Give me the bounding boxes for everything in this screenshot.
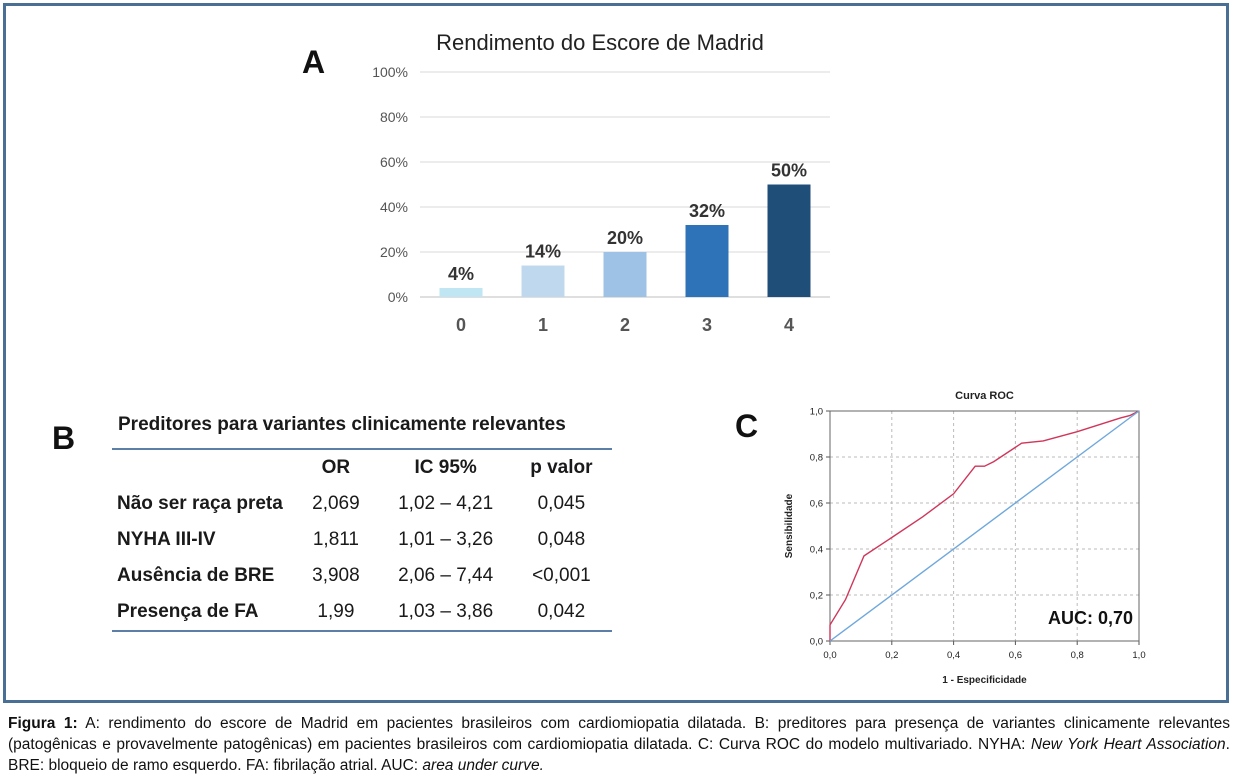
row-or: 2,069: [312, 493, 360, 514]
row-p: 0,048: [537, 529, 586, 550]
data-label: 20%: [607, 228, 643, 248]
y-tick-label: 0,2: [810, 591, 823, 602]
bar-chart-title: Rendimento do Escore de Madrid: [436, 30, 764, 55]
x-tick-label: 0,6: [1009, 650, 1022, 661]
x-tick-label: 1,0: [1132, 650, 1145, 661]
x-tick-label: 0,2: [885, 650, 898, 661]
plot-frame: [829, 410, 1140, 642]
table-header-p: p valor: [530, 457, 593, 478]
row-label: Não ser raça preta: [117, 493, 283, 514]
caption-lead: Figura 1:: [8, 715, 78, 732]
y-tick-label: 80%: [380, 109, 408, 125]
row-p: 0,042: [537, 601, 586, 622]
panel-letter-b: B: [52, 420, 76, 456]
bar-chart: 0% 20% 40% 60% 80% 100% 4% 0 14% 1 20% 2 32% 3 50% 4: [372, 64, 830, 335]
predictors-grid: OR IC 95% p valor Não ser raça preta 2,0…: [112, 450, 612, 630]
predictors-table: Preditores para variantes clinicamente r…: [112, 410, 612, 632]
row-p: 0,045: [537, 493, 586, 514]
data-label: 50%: [771, 161, 807, 181]
table-header-ic: IC 95%: [414, 457, 477, 478]
x-tick-label: 3: [702, 315, 712, 335]
auc-annotation: AUC: 0,70: [1048, 608, 1133, 628]
figure-caption: Figura 1: A: rendimento do escore de Mad…: [8, 713, 1230, 776]
table-row: Ausência de BRE 3,908 2,06 – 7,44 <0,001: [112, 558, 612, 594]
data-label: 32%: [689, 201, 725, 221]
table-top-rule: [112, 448, 612, 450]
y-tick-label: 1,0: [810, 407, 823, 418]
row-label: Ausência de BRE: [117, 565, 275, 586]
y-tick-label: 0,8: [810, 453, 823, 464]
reference-line: [829, 410, 1140, 642]
x-tick-label: 0,8: [1071, 650, 1084, 661]
row-p: <0,001: [532, 565, 591, 586]
table-header-row: OR IC 95% p valor: [112, 450, 612, 486]
y-tick-label: 20%: [380, 244, 408, 260]
row-label: NYHA III-IV: [117, 529, 216, 550]
bar: [521, 265, 565, 297]
x-tick-label: 4: [784, 315, 794, 335]
y-tick-label: 40%: [380, 199, 408, 215]
data-label: 14%: [525, 242, 561, 262]
bar: [439, 288, 483, 297]
bar: [767, 184, 811, 297]
figure-frame: [3, 3, 1229, 703]
x-tick-label: 2: [620, 315, 630, 335]
y-tick-label: 0,6: [810, 499, 823, 510]
roc-title: Curva ROC: [955, 390, 1014, 402]
panel-letter-a: A: [302, 44, 326, 80]
x-axis-label: 1 - Especificidade: [942, 675, 1027, 686]
y-tick-label: 0,4: [810, 545, 823, 556]
caption-nyha: New York Heart Association: [1030, 736, 1226, 753]
table-header-or: OR: [321, 457, 351, 478]
x-tick-label: 0,0: [823, 650, 836, 661]
table-row: Não ser raça preta 2,069 1,02 – 4,21 0,0…: [112, 486, 612, 522]
data-label: 4%: [448, 264, 474, 284]
roc-curve: [829, 410, 1140, 641]
bar: [685, 225, 729, 297]
panel-letter-c: C: [735, 408, 759, 444]
caption-text-2: . BRE: bloqueio de ramo esquerdo. FA: fi…: [8, 736, 1230, 774]
table-header-label: [112, 450, 291, 486]
bar: [603, 252, 647, 297]
row-ic: 2,06 – 7,44: [398, 565, 494, 586]
y-tick-label: 0%: [388, 289, 408, 305]
x-tick-label: 0,4: [947, 650, 960, 661]
table-row: NYHA III-IV 1,811 1,01 – 3,26 0,048: [112, 522, 612, 558]
row-ic: 1,03 – 3,86: [398, 601, 494, 622]
row-or: 1,811: [312, 529, 359, 550]
table-row: Presença de FA 1,99 1,03 – 3,86 0,042: [112, 594, 612, 630]
table-bottom-rule: [112, 630, 612, 632]
row-ic: 1,02 – 4,21: [398, 493, 494, 514]
row-ic: 1,01 – 3,26: [398, 529, 494, 550]
roc-chart: Curva ROC 0,00,0 0,2 0,2 0,4 0,4 0,6 0,6 0,8 0,8 1…: [784, 390, 1146, 686]
caption-auc: area under curve.: [422, 757, 544, 774]
y-axis-label: Sensibilidade: [784, 493, 795, 558]
y-tick-label: 0,0: [810, 637, 823, 648]
x-tick-label: 0: [456, 315, 466, 335]
caption-text-1: A: rendimento do escore de Madrid em pac…: [8, 715, 1230, 753]
row-or: 3,908: [312, 565, 360, 586]
row-label: Presença de FA: [117, 601, 259, 622]
y-tick-label: 60%: [380, 154, 408, 170]
row-or: 1,99: [317, 601, 355, 622]
table-title: Preditores para variantes clinicamente r…: [118, 414, 566, 435]
y-tick-label: 100%: [372, 64, 408, 80]
x-tick-label: 1: [538, 315, 548, 335]
